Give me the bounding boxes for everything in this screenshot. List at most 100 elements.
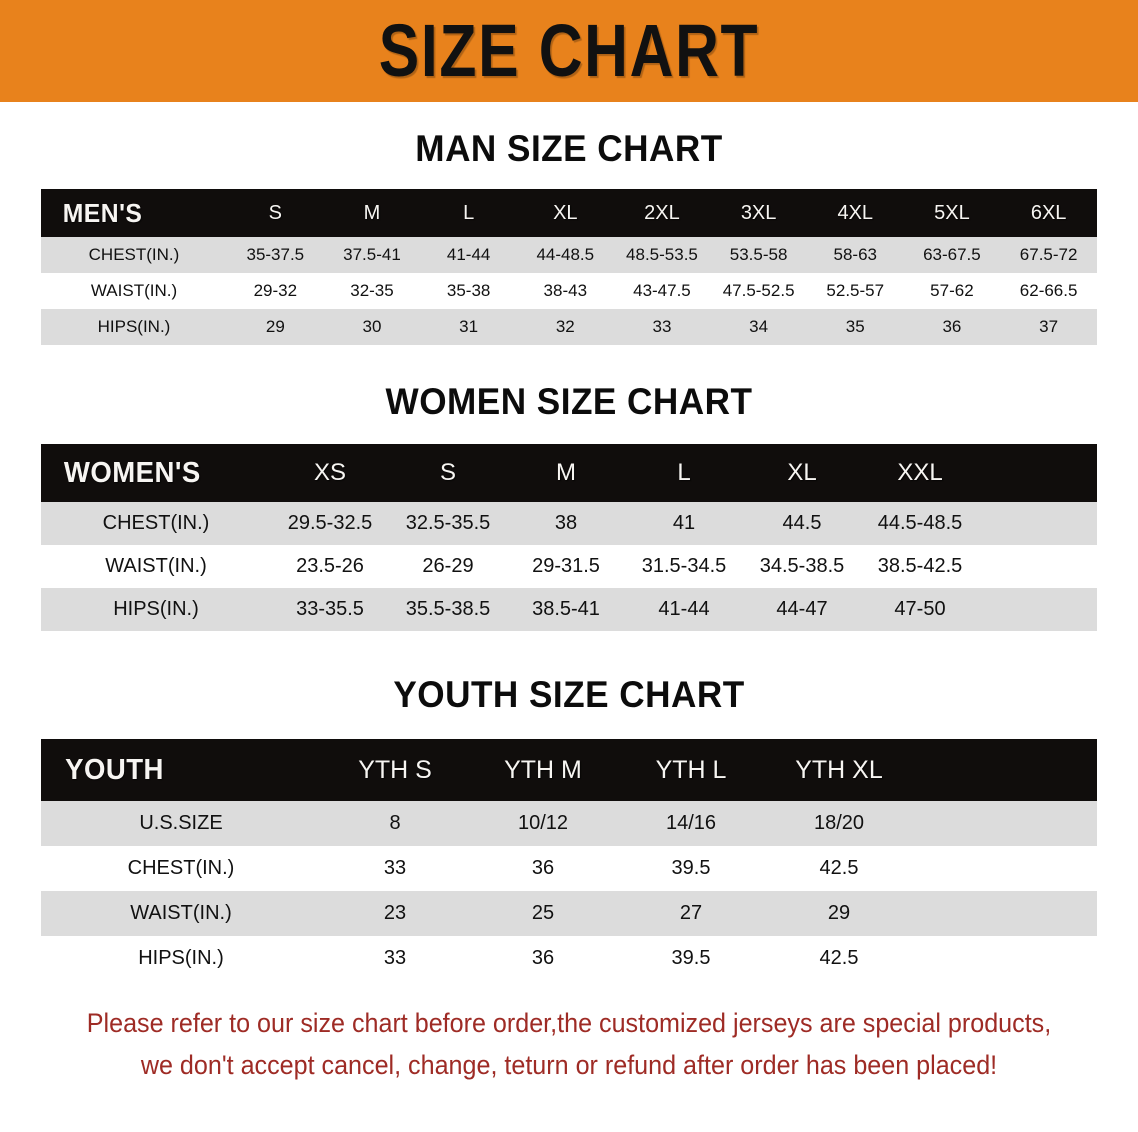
women-col-header-2: M — [556, 459, 576, 486]
youth-size-table: YOUTH YTH S YTH M YTH L YTH XL U.S.SIZE … — [41, 739, 1097, 981]
women-col-header-1: S — [439, 459, 456, 486]
man-cell-2-4: 33 — [652, 317, 672, 336]
return-policy-line-2: we don't accept cancel, change, teturn o… — [140, 1049, 998, 1080]
youth-col-header-1: YTH M — [504, 755, 582, 784]
women-col-header-spacer — [979, 444, 1097, 502]
youth-cell-3-2: 39.5 — [671, 947, 711, 969]
women-section-title: WOMEN SIZE CHART — [385, 381, 753, 422]
man-col-header-4: 2XL — [644, 201, 680, 224]
man-cell-2-7: 36 — [942, 317, 962, 336]
youth-cell-2-spacer — [913, 891, 1097, 936]
youth-cell-2-1: 25 — [531, 902, 555, 924]
man-table-body: CHEST(IN.) 35-37.5 37.5-41 41-44 44-48.5… — [41, 237, 1097, 345]
man-cell-0-0: 35-37.5 — [246, 245, 305, 264]
youth-cell-0-spacer — [913, 801, 1097, 846]
man-cell-2-3: 32 — [555, 317, 575, 336]
man-cell-1-6: 52.5-57 — [826, 281, 885, 300]
women-cell-2-4: 44-47 — [776, 598, 828, 620]
man-cell-1-7: 57-62 — [930, 281, 974, 300]
table-row: HIPS(IN.) 33 36 39.5 42.5 — [41, 936, 1097, 981]
youth-col-header-3: YTH XL — [795, 755, 883, 784]
women-cell-2-spacer — [979, 588, 1097, 631]
table-row: U.S.SIZE 8 10/12 14/16 18/20 — [41, 801, 1097, 846]
women-table-wrapper: WOMEN'S XS S M L XL XXL CHEST(IN.) 29.5-… — [41, 444, 1097, 631]
man-cell-1-8: 62-66.5 — [1019, 281, 1078, 300]
man-cell-1-3: 38-43 — [543, 281, 588, 300]
youth-cell-2-2: 27 — [679, 902, 703, 924]
women-header-row: WOMEN'S XS S M L XL XXL — [41, 444, 1097, 502]
man-row-label-2: HIPS(IN.) — [97, 317, 171, 336]
man-col-header-1: M — [363, 201, 381, 224]
women-cell-0-5: 44.5-48.5 — [877, 512, 963, 534]
women-cell-0-spacer — [979, 502, 1097, 545]
man-cell-1-4: 43-47.5 — [633, 281, 691, 300]
youth-table-wrapper: YOUTH YTH S YTH M YTH L YTH XL U.S.SIZE … — [41, 739, 1097, 981]
man-col-header-8: 6XL — [1030, 201, 1067, 224]
youth-table-body: U.S.SIZE 8 10/12 14/16 18/20 CHEST(IN.) … — [41, 801, 1097, 981]
women-cell-1-5: 38.5-42.5 — [877, 555, 963, 577]
youth-cell-2-0: 23 — [383, 902, 407, 924]
man-cell-2-2: 31 — [459, 317, 479, 336]
women-corner-label: WOMEN'S — [63, 456, 201, 489]
women-cell-0-4: 44.5 — [782, 512, 822, 534]
women-cell-1-0: 23.5-26 — [296, 555, 364, 577]
youth-cell-0-0: 8 — [389, 812, 401, 834]
return-policy-line-1: Please refer to our size chart before or… — [86, 1008, 1052, 1038]
youth-cell-1-0: 33 — [383, 857, 407, 879]
women-cell-0-2: 38 — [554, 512, 578, 534]
youth-header-row: YOUTH YTH S YTH M YTH L YTH XL — [41, 739, 1097, 801]
youth-cell-1-3: 42.5 — [819, 857, 859, 879]
women-cell-1-spacer — [979, 545, 1097, 588]
youth-row-label-3: HIPS(IN.) — [138, 947, 224, 969]
page-header-banner: SIZE CHART — [0, 0, 1138, 102]
man-cell-0-6: 58-63 — [833, 245, 877, 264]
youth-row-label-2: WAIST(IN.) — [130, 902, 232, 924]
man-col-header-5: 3XL — [740, 201, 777, 224]
youth-cell-0-3: 18/20 — [813, 812, 865, 834]
man-cell-1-1: 32-35 — [350, 281, 394, 300]
women-cell-1-4: 34.5-38.5 — [759, 555, 845, 577]
women-cell-2-0: 33-35.5 — [296, 598, 364, 620]
women-cell-0-1: 32.5-35.5 — [405, 512, 491, 534]
youth-cell-3-0: 33 — [383, 947, 407, 969]
youth-col-header-2: YTH L — [655, 755, 727, 784]
women-col-header-0: XS — [313, 459, 346, 486]
man-cell-2-5: 34 — [749, 317, 769, 336]
man-cell-2-6: 35 — [845, 317, 865, 336]
women-cell-0-0: 29.5-32.5 — [287, 512, 373, 534]
man-table-head: MEN'S S M L XL 2XL 3XL 4XL 5XL 6XL — [41, 189, 1097, 237]
man-col-header-3: XL — [553, 201, 578, 224]
man-cell-1-5: 47.5-52.5 — [722, 281, 795, 300]
women-col-header-5: XXL — [897, 459, 943, 486]
women-cell-2-3: 41-44 — [658, 598, 710, 620]
youth-cell-1-spacer — [913, 846, 1097, 891]
women-cell-1-3: 31.5-34.5 — [641, 555, 727, 577]
table-row: CHEST(IN.) 33 36 39.5 42.5 — [41, 846, 1097, 891]
women-cell-1-1: 26-29 — [422, 555, 474, 577]
youth-col-header-spacer — [913, 739, 1097, 801]
women-table-head: WOMEN'S XS S M L XL XXL — [41, 444, 1097, 502]
table-row: HIPS(IN.) 33-35.5 35.5-38.5 38.5-41 41-4… — [41, 588, 1097, 631]
page-title: SIZE CHART — [378, 9, 760, 92]
man-table-wrapper: MEN'S S M L XL 2XL 3XL 4XL 5XL 6XL CHEST… — [41, 189, 1097, 345]
man-corner-label: MEN'S — [62, 197, 143, 228]
man-cell-0-3: 44-48.5 — [536, 245, 595, 264]
man-col-header-2: L — [463, 201, 475, 224]
youth-cell-0-2: 14/16 — [665, 812, 717, 834]
women-cell-1-2: 29-31.5 — [532, 555, 600, 577]
man-row-label-1: WAIST(IN.) — [90, 281, 178, 300]
man-cell-0-8: 67.5-72 — [1019, 245, 1078, 264]
table-row: CHEST(IN.) 29.5-32.5 32.5-35.5 38 41 44.… — [41, 502, 1097, 545]
man-cell-1-2: 35-38 — [446, 281, 491, 300]
man-row-label-0: CHEST(IN.) — [88, 245, 180, 264]
youth-cell-1-2: 39.5 — [671, 857, 711, 879]
table-row: WAIST(IN.) 23.5-26 26-29 29-31.5 31.5-34… — [41, 545, 1097, 588]
table-row: HIPS(IN.) 29 30 31 32 33 34 35 36 37 — [41, 309, 1097, 345]
man-cell-0-4: 48.5-53.5 — [626, 245, 698, 264]
youth-cell-1-1: 36 — [531, 857, 555, 879]
youth-cell-3-1: 36 — [531, 947, 555, 969]
women-size-table: WOMEN'S XS S M L XL XXL CHEST(IN.) 29.5-… — [41, 444, 1097, 631]
youth-table-head: YOUTH YTH S YTH M YTH L YTH XL — [41, 739, 1097, 801]
table-row: CHEST(IN.) 35-37.5 37.5-41 41-44 44-48.5… — [41, 237, 1097, 273]
man-header-row: MEN'S S M L XL 2XL 3XL 4XL 5XL 6XL — [41, 189, 1097, 237]
